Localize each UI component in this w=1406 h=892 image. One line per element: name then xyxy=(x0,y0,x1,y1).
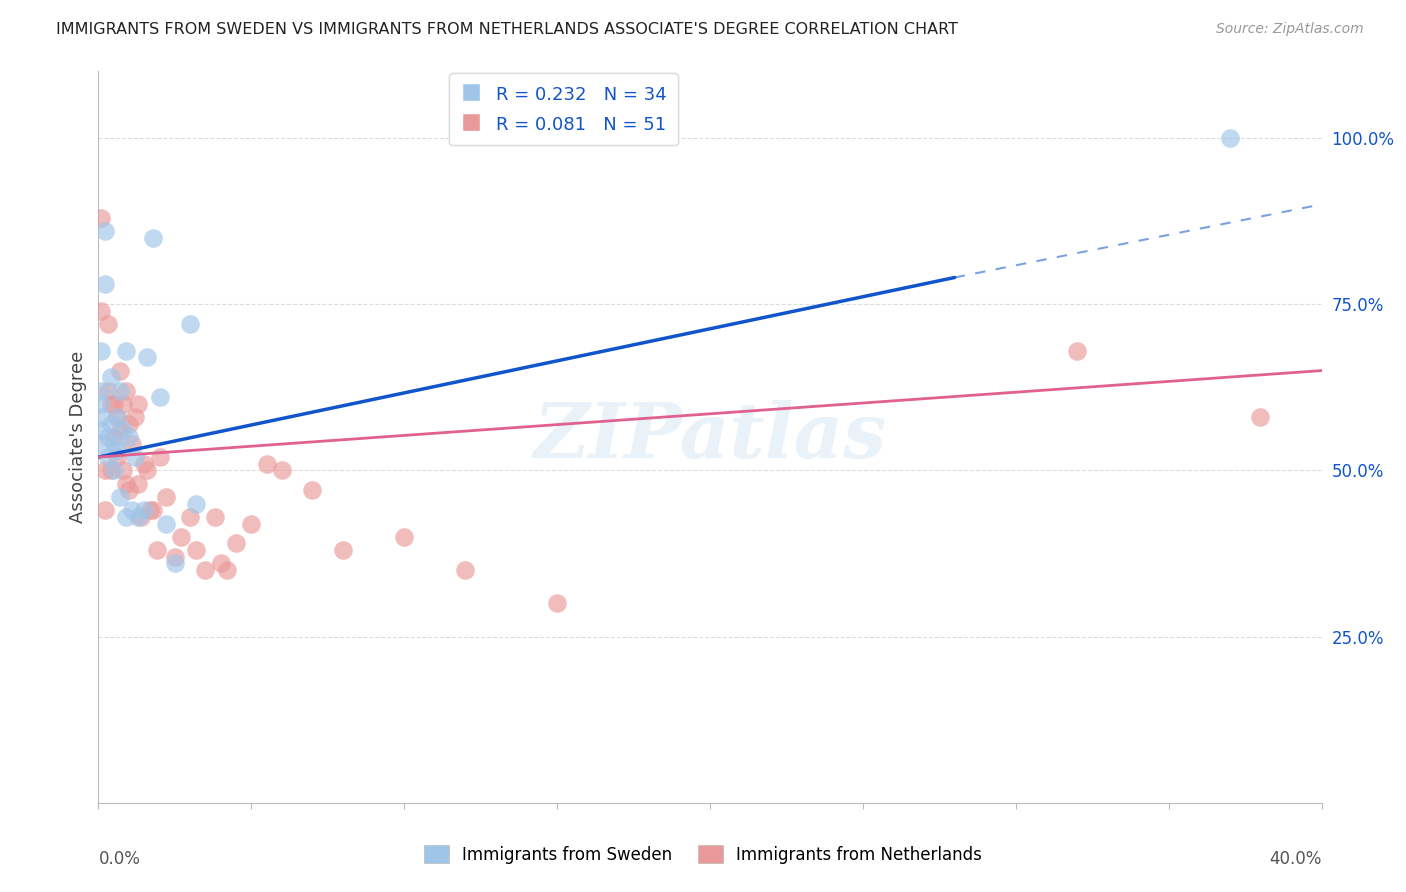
Point xyxy=(111,424,134,438)
Point xyxy=(204,509,226,524)
Point xyxy=(97,384,120,398)
Point xyxy=(100,397,122,411)
Point xyxy=(124,410,146,425)
Point xyxy=(90,424,112,438)
Point xyxy=(105,410,128,425)
Point xyxy=(179,317,201,331)
Point xyxy=(115,343,138,358)
Point xyxy=(129,509,152,524)
Point xyxy=(118,483,141,498)
Point xyxy=(301,483,323,498)
Point xyxy=(90,436,112,450)
Point xyxy=(139,503,162,517)
Point xyxy=(105,443,128,458)
Point xyxy=(93,463,115,477)
Point xyxy=(108,384,131,398)
Point xyxy=(215,563,238,577)
Point xyxy=(105,410,128,425)
Point xyxy=(240,516,263,531)
Point xyxy=(118,430,141,444)
Point xyxy=(179,509,201,524)
Point xyxy=(127,509,149,524)
Point xyxy=(115,509,138,524)
Point xyxy=(90,410,112,425)
Point xyxy=(108,490,131,504)
Point xyxy=(100,417,122,431)
Point xyxy=(111,463,134,477)
Point xyxy=(225,536,247,550)
Point xyxy=(134,457,156,471)
Point xyxy=(270,463,292,477)
Point xyxy=(93,503,115,517)
Point xyxy=(170,530,193,544)
Point xyxy=(121,436,143,450)
Point xyxy=(186,543,208,558)
Point xyxy=(136,351,159,365)
Point xyxy=(115,384,138,398)
Point xyxy=(454,563,477,577)
Point xyxy=(194,563,217,577)
Point xyxy=(90,384,112,398)
Y-axis label: Associate's Degree: Associate's Degree xyxy=(69,351,87,524)
Point xyxy=(90,343,112,358)
Point xyxy=(108,424,131,438)
Point xyxy=(103,397,125,411)
Point xyxy=(103,430,125,444)
Point xyxy=(97,450,120,464)
Point xyxy=(155,490,177,504)
Point xyxy=(145,543,167,558)
Point xyxy=(209,557,232,571)
Point xyxy=(90,303,112,318)
Point xyxy=(124,450,146,464)
Point xyxy=(163,549,186,564)
Legend: R = 0.232   N = 34, R = 0.081   N = 51: R = 0.232 N = 34, R = 0.081 N = 51 xyxy=(449,73,678,145)
Point xyxy=(142,230,165,244)
Point xyxy=(97,430,120,444)
Point xyxy=(127,476,149,491)
Point xyxy=(546,596,568,610)
Point xyxy=(90,211,112,225)
Text: 0.0%: 0.0% xyxy=(98,850,141,868)
Point xyxy=(93,224,115,238)
Point xyxy=(1219,131,1241,145)
Point xyxy=(111,397,134,411)
Text: Source: ZipAtlas.com: Source: ZipAtlas.com xyxy=(1216,22,1364,37)
Text: 40.0%: 40.0% xyxy=(1270,850,1322,868)
Point xyxy=(136,463,159,477)
Point xyxy=(332,543,354,558)
Point xyxy=(100,463,122,477)
Point xyxy=(97,317,120,331)
Point xyxy=(1066,343,1088,358)
Point xyxy=(118,417,141,431)
Point xyxy=(163,557,186,571)
Point xyxy=(127,397,149,411)
Point xyxy=(392,530,416,544)
Point xyxy=(100,370,122,384)
Text: IMMIGRANTS FROM SWEDEN VS IMMIGRANTS FROM NETHERLANDS ASSOCIATE'S DEGREE CORRELA: IMMIGRANTS FROM SWEDEN VS IMMIGRANTS FRO… xyxy=(56,22,959,37)
Point xyxy=(155,516,177,531)
Point xyxy=(90,397,112,411)
Text: ZIPatlas: ZIPatlas xyxy=(533,401,887,474)
Legend: Immigrants from Sweden, Immigrants from Netherlands: Immigrants from Sweden, Immigrants from … xyxy=(418,838,988,871)
Point xyxy=(93,277,115,292)
Point xyxy=(103,436,125,450)
Point xyxy=(108,363,131,377)
Point xyxy=(149,390,172,404)
Point xyxy=(121,503,143,517)
Point xyxy=(1249,410,1271,425)
Point xyxy=(134,503,156,517)
Point xyxy=(105,450,128,464)
Point xyxy=(149,450,172,464)
Point xyxy=(256,457,278,471)
Point xyxy=(103,463,125,477)
Point xyxy=(142,503,165,517)
Point xyxy=(115,476,138,491)
Point xyxy=(186,497,208,511)
